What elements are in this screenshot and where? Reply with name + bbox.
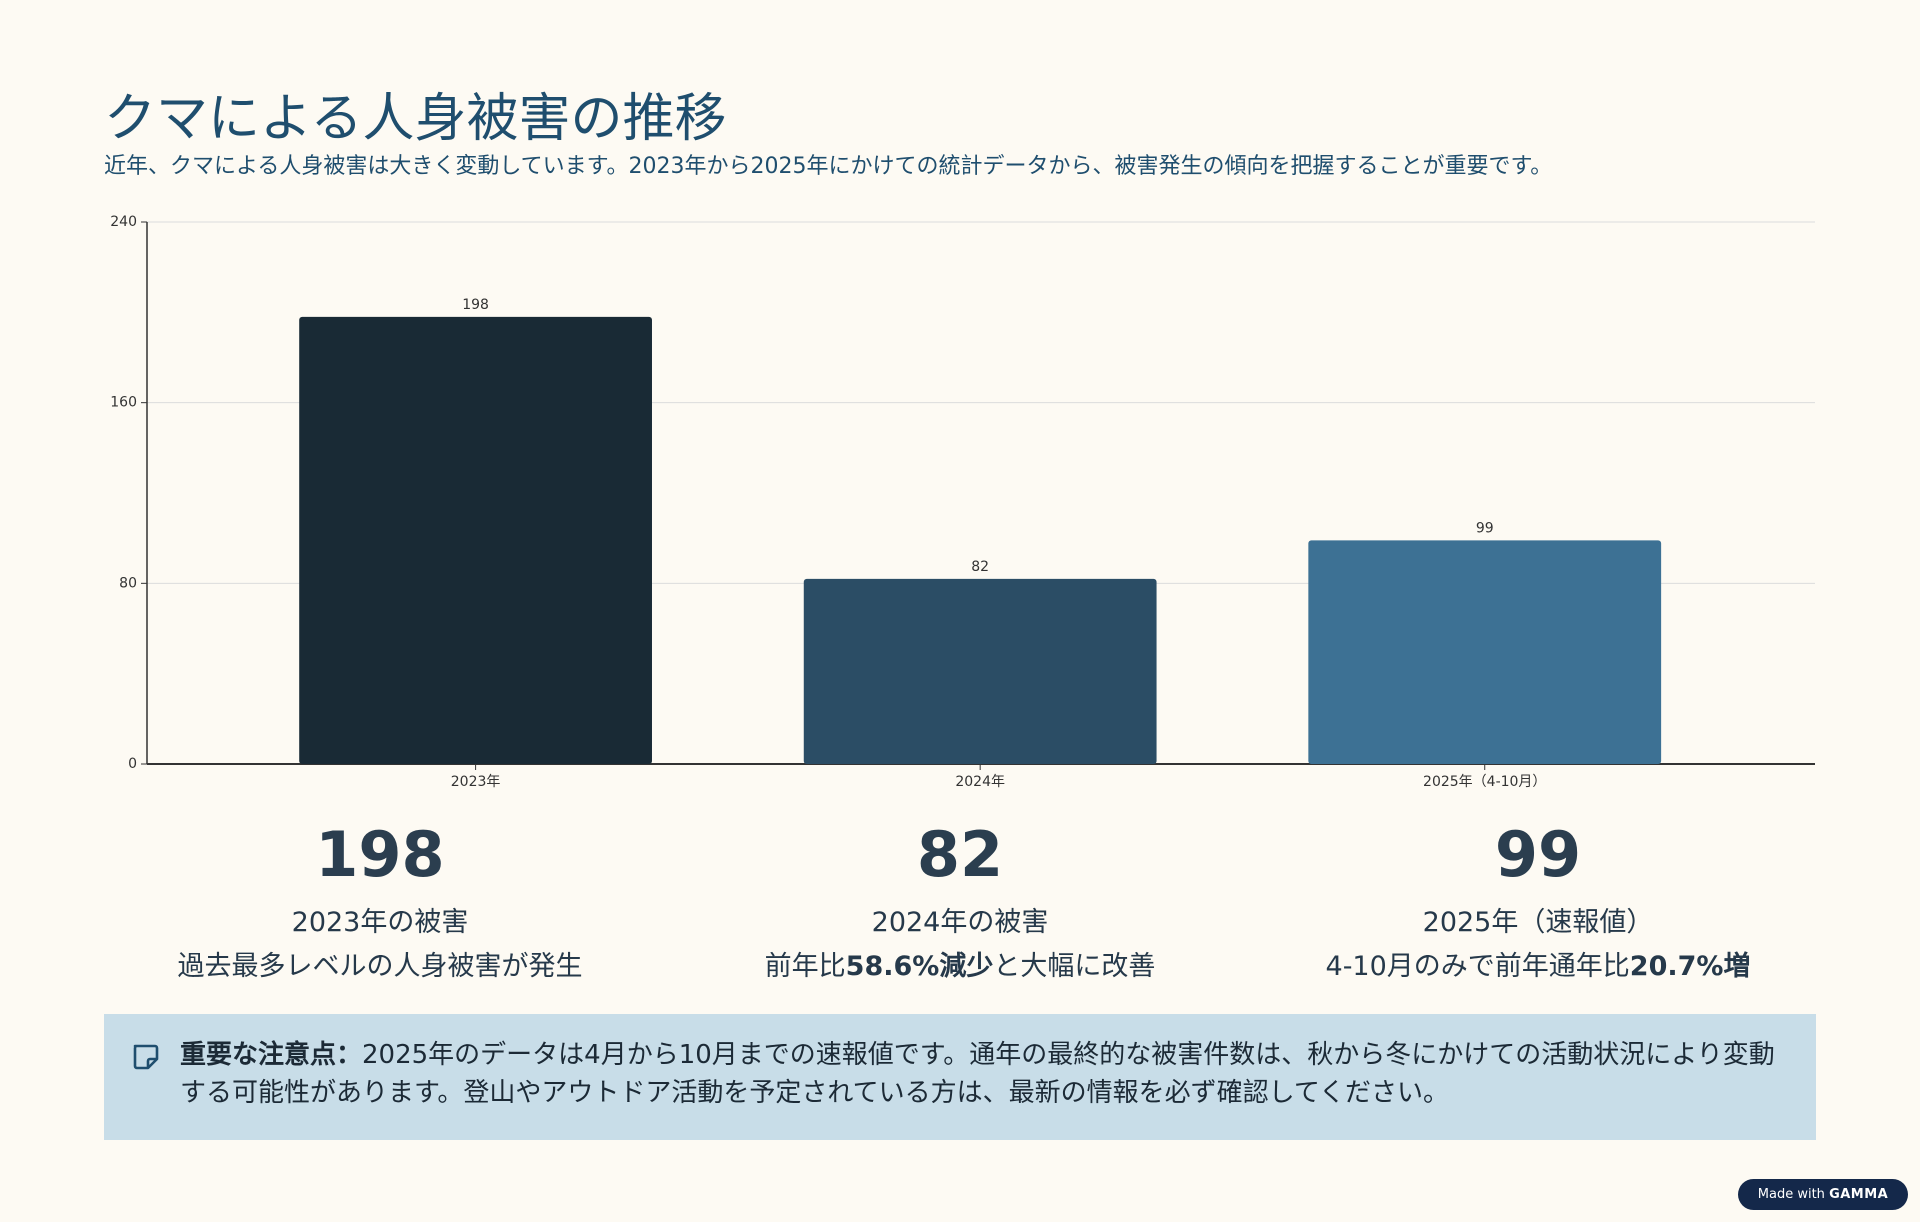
y-tick-label: 0 <box>128 756 137 772</box>
badge-prefix: Made with <box>1757 1187 1825 1202</box>
value-label: 99 <box>1476 520 1494 536</box>
bar <box>1308 540 1662 764</box>
x-tick-label: 2025年（4-10月） <box>1423 774 1546 790</box>
stat: 99 2025年（速報値） 4-10月のみで前年通年比20.7%増 <box>1258 815 1818 989</box>
bar <box>299 316 652 764</box>
stat-desc: 4-10月のみで前年通年比20.7%増 <box>1258 945 1818 989</box>
badge[interactable]: Made with GAMMA <box>1738 1179 1908 1210</box>
note-text: 2025年のデータは4月から10月までの速報値です。通年の最終的な被害件数は、秋… <box>180 1040 1775 1108</box>
stat-desc-part: と大幅に改善 <box>993 951 1156 982</box>
stat-number: 82 <box>916 818 1004 891</box>
title: クマによる人身被害の推移 <box>104 89 727 149</box>
y-tick-label: 80 <box>119 575 137 591</box>
stat-label: 2024年の被害 <box>871 907 1049 938</box>
chart: 0 80 160 240 2023年 198 2024年 82 2025年（4-10月） 99 <box>110 214 1815 790</box>
bar <box>803 578 1157 764</box>
stat-number: 99 <box>1494 818 1582 891</box>
y-tick-label: 240 <box>110 214 137 230</box>
note-heading: 重要な注意点： <box>180 1040 363 1070</box>
stat-desc-part: 58.6%減少 <box>845 951 994 982</box>
stat-label: 2025年（速報値） <box>1422 907 1654 938</box>
stat-desc-part: 前年比 <box>764 951 846 982</box>
badge-brand: GAMMA <box>1829 1187 1889 1202</box>
note-box: 重要な注意点：2025年のデータは4月から10月までの速報値です。通年の最終的な… <box>104 1014 1816 1140</box>
x-tick-label: 2023年 <box>451 774 501 790</box>
value-label: 82 <box>971 559 989 575</box>
value-label: 198 <box>462 297 489 313</box>
stat-desc: 前年比58.6%減少と大幅に改善 <box>680 945 1240 989</box>
stat-desc-part: 4-10月のみで前年通年比 <box>1325 951 1630 982</box>
x-tick-label: 2024年 <box>955 774 1005 790</box>
stat-desc-part: 20.7%増 <box>1629 951 1751 982</box>
stat-desc: 過去最多レベルの人身被害が発生 <box>100 945 660 989</box>
stat-number: 198 <box>315 818 445 891</box>
stat-desc-part: 過去最多レベルの人身被害が発生 <box>177 951 583 982</box>
subtitle: 近年、クマによる人身被害は大きく変動しています。2023年から2025年にかけて… <box>104 154 1553 179</box>
note-icon <box>133 1044 159 1070</box>
stat: 82 2024年の被害 前年比58.6%減少と大幅に改善 <box>680 815 1240 989</box>
stat-label: 2023年の被害 <box>291 907 469 938</box>
stat: 198 2023年の被害過去最多レベルの人身被害が発生 <box>100 815 660 989</box>
y-tick-label: 160 <box>110 395 137 411</box>
